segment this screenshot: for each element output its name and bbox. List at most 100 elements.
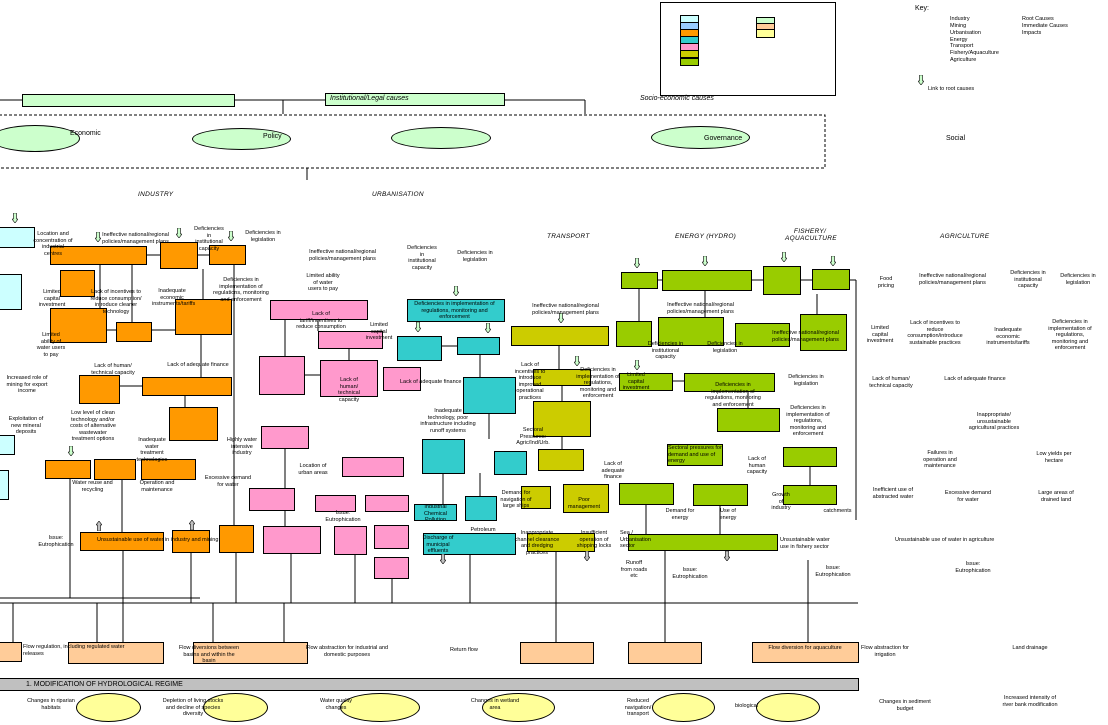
key-swatch-agriculture (680, 58, 699, 66)
label: Inefficient use of abstracted water (872, 487, 914, 500)
impact-ellipse (756, 693, 820, 722)
key-title: Key: (915, 5, 930, 12)
box (160, 242, 198, 269)
impact-label: Reduced navigation/ transport (624, 698, 652, 717)
key-swatch-impacts (756, 29, 775, 38)
label: Ineffective national/regional policies/m… (102, 232, 169, 245)
impact-ellipse (203, 693, 268, 722)
key-cause-root: Root Causes (1022, 16, 1054, 22)
box (45, 460, 91, 479)
box (783, 447, 837, 467)
label: Deficiencies in implementation of regula… (576, 367, 620, 399)
label: Poor management (567, 497, 601, 510)
label: Issue: Eutrophication (672, 567, 708, 580)
box (800, 314, 847, 351)
box (318, 331, 383, 349)
box (783, 485, 837, 505)
down-arrow-icon (176, 228, 182, 238)
immediate-cause-box (628, 642, 702, 664)
ellipse-blank (391, 127, 491, 149)
box (684, 373, 775, 392)
label: Deficiencies in legislation (245, 230, 281, 243)
box (511, 326, 609, 346)
label: Highly water intensive industry (226, 437, 258, 456)
label: Sectoral pressures for demand and use of… (668, 445, 722, 464)
label: Deficiencies in legislation (1060, 273, 1096, 286)
label: Lack of incentives to reduce consumption… (90, 289, 142, 315)
box (621, 272, 658, 289)
box (60, 270, 95, 297)
immediate-cause-label: Flow abstraction for irrigation (861, 645, 909, 658)
up-arrow-icon (189, 520, 195, 530)
down-arrow-icon (918, 75, 924, 85)
box (494, 451, 527, 475)
box (169, 407, 218, 441)
label: Inadequate economic instruments/tariffs (152, 288, 196, 307)
label: Deficiencies in implementation of regula… (1048, 319, 1092, 351)
label: Deficiencies in legislation (788, 374, 824, 387)
heading-energy: ENERGY (HYDRO) (675, 233, 737, 240)
label: Food pricing (877, 276, 895, 289)
key-sector-agriculture: Agriculture (950, 57, 977, 63)
box (616, 321, 652, 347)
box (374, 557, 409, 579)
label: Location and concentration of industrial… (33, 231, 73, 257)
down-arrow-icon (830, 256, 836, 266)
label: Lack of tariff/incentives to reduce cons… (296, 311, 346, 330)
down-arrow-icon (453, 286, 459, 296)
impact-label: Water quality changes (320, 698, 352, 711)
box (693, 484, 748, 506)
label: Unsustainable use of water in industry a… (97, 537, 219, 543)
label: catchments (823, 508, 852, 514)
socio-economic-label: Socio-economic causes (640, 95, 714, 102)
issue-bar: 1. MODIFICATION OF HYDROLOGICAL REGIME (0, 678, 859, 691)
label: Deficiencies in institutional capacity (1010, 270, 1046, 289)
box (116, 322, 152, 342)
impact-ellipse (482, 693, 555, 722)
label: Inappropriate channel clearance and dred… (514, 530, 560, 556)
box (142, 377, 232, 396)
down-arrow-icon (702, 256, 708, 266)
impact-label: Changes in sediment budget (879, 699, 931, 712)
box (365, 495, 409, 512)
down-arrow-icon (558, 313, 564, 323)
box (80, 532, 164, 551)
key-sector-fishery: Fishery/Aquaculture (950, 50, 999, 56)
immediate-cause-label: Land drainage (1012, 645, 1048, 651)
box (175, 299, 232, 335)
box (527, 533, 595, 552)
immediate-cause-box (520, 642, 594, 664)
label: Ineffective national/regional policies/m… (309, 249, 376, 262)
box (315, 495, 356, 512)
label: Lack of incentives to reduce consumption… (907, 320, 963, 346)
label: Water reuse and recycling (72, 480, 113, 493)
label: Ineffective national/regional policies/m… (919, 273, 986, 286)
box (563, 484, 609, 513)
box (209, 245, 246, 265)
box (50, 308, 107, 343)
economic-causes-bar (22, 94, 235, 107)
box (263, 526, 321, 554)
box (50, 246, 147, 265)
label: Lack of adequate finance (167, 362, 229, 368)
label: Discharge of municipal effluents (422, 535, 454, 554)
governance-ellipse (651, 126, 750, 149)
label: Lack of adequate finance (601, 461, 625, 480)
label: Ineffective national/regional policies/m… (667, 302, 734, 315)
label: Deficiencies in institutional capacity (647, 341, 684, 360)
immediate-cause-box (68, 642, 164, 664)
up-arrow-icon (96, 521, 102, 531)
label: Inadequate economic instruments/tariffs (986, 327, 1030, 346)
box (628, 534, 778, 551)
impact-ellipse (76, 693, 141, 722)
label: Demand for energy (665, 508, 695, 521)
box (533, 401, 591, 437)
label: Lack of human/ technical capacity (91, 363, 135, 376)
box (334, 526, 367, 555)
box (662, 270, 752, 291)
label: Issue: Eutrophication (38, 535, 74, 548)
key-cause-immediate: Immediate Causes (1022, 23, 1068, 29)
label: Industrial Chemical Pollution (424, 504, 447, 523)
key-sector-urbanisation: Urbanisation (950, 30, 981, 36)
down-arrow-icon (485, 323, 491, 333)
